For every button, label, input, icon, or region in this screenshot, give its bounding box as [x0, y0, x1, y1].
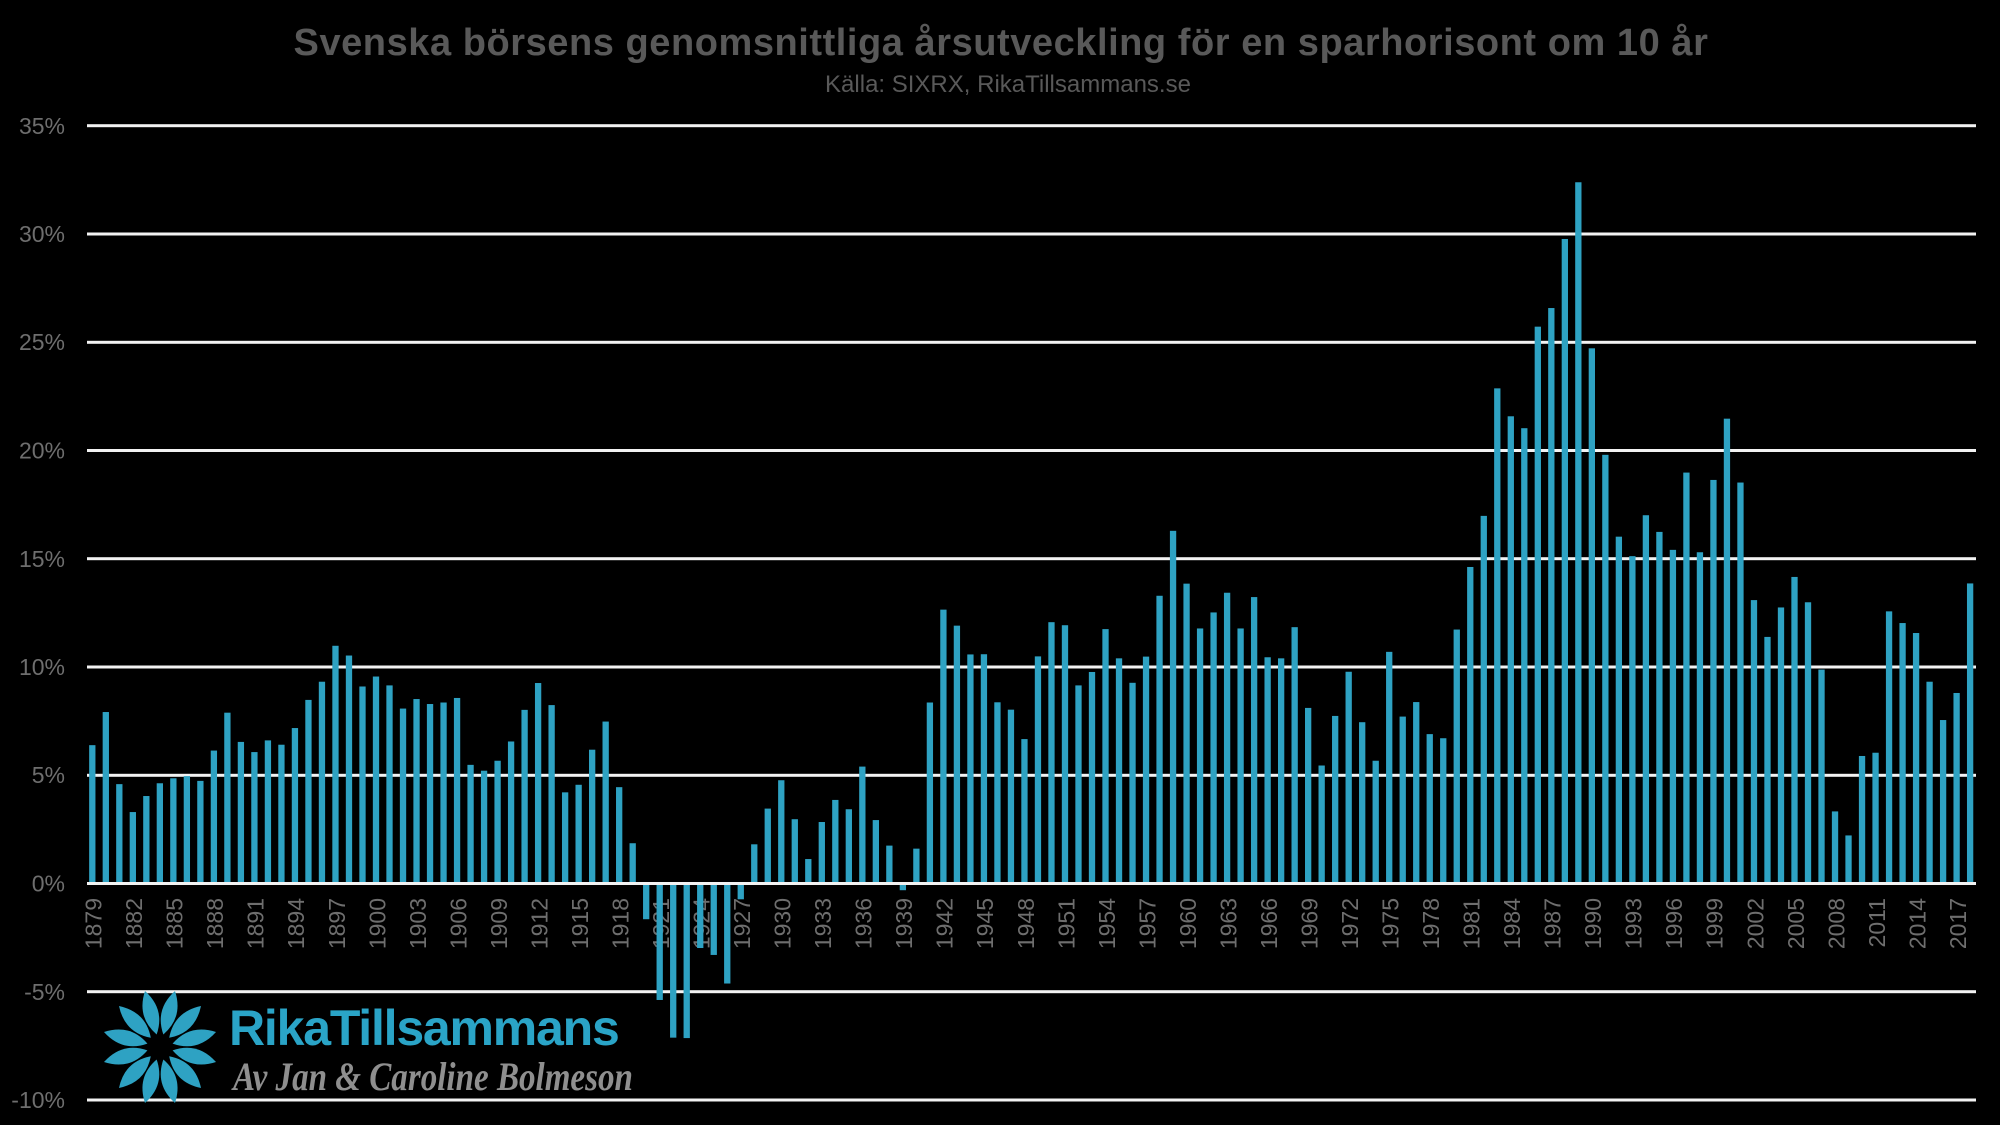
svg-text:1900: 1900 [364, 898, 390, 949]
svg-text:1981: 1981 [1459, 898, 1485, 949]
svg-text:1879: 1879 [81, 898, 107, 949]
svg-text:2017: 2017 [1945, 898, 1971, 949]
svg-text:1993: 1993 [1621, 898, 1647, 949]
svg-text:1918: 1918 [608, 898, 634, 949]
svg-text:1978: 1978 [1418, 898, 1444, 949]
svg-text:1942: 1942 [932, 898, 958, 949]
svg-text:1888: 1888 [202, 898, 228, 949]
svg-text:5%: 5% [32, 762, 65, 788]
svg-text:1906: 1906 [445, 898, 471, 949]
svg-text:1894: 1894 [283, 898, 309, 949]
svg-text:1930: 1930 [770, 898, 796, 949]
svg-text:1957: 1957 [1134, 898, 1160, 949]
svg-text:1984: 1984 [1499, 898, 1525, 949]
svg-text:1975: 1975 [1378, 898, 1404, 949]
svg-text:1951: 1951 [1053, 898, 1079, 949]
svg-text:1882: 1882 [121, 898, 147, 949]
svg-text:1933: 1933 [810, 898, 836, 949]
svg-text:1945: 1945 [972, 898, 998, 949]
svg-text:Av Jan & Caroline Bolmeson: Av Jan & Caroline Bolmeson [231, 1054, 633, 1099]
svg-text:Källa: SIXRX, RikaTillsammans.: Källa: SIXRX, RikaTillsammans.se [825, 71, 1191, 98]
svg-text:0%: 0% [32, 871, 65, 897]
svg-text:1909: 1909 [486, 898, 512, 949]
svg-text:1966: 1966 [1256, 898, 1282, 949]
svg-text:2005: 2005 [1783, 898, 1809, 949]
svg-text:20%: 20% [19, 438, 65, 464]
svg-text:35%: 35% [19, 113, 65, 139]
svg-text:1963: 1963 [1215, 898, 1241, 949]
svg-text:2002: 2002 [1742, 898, 1768, 949]
svg-text:30%: 30% [19, 221, 65, 247]
svg-text:1939: 1939 [891, 898, 917, 949]
svg-text:1903: 1903 [405, 898, 431, 949]
svg-text:1936: 1936 [851, 898, 877, 949]
svg-text:1915: 1915 [567, 898, 593, 949]
svg-text:1969: 1969 [1297, 898, 1323, 949]
svg-text:1987: 1987 [1540, 898, 1566, 949]
svg-text:1954: 1954 [1094, 898, 1120, 949]
svg-text:1972: 1972 [1337, 898, 1363, 949]
svg-text:RikaTillsammans: RikaTillsammans [229, 1000, 619, 1056]
svg-text:1960: 1960 [1175, 898, 1201, 949]
svg-text:1897: 1897 [324, 898, 350, 949]
svg-text:1948: 1948 [1013, 898, 1039, 949]
svg-text:Svenska börsens genomsnittliga: Svenska börsens genomsnittliga årsutveck… [294, 22, 1709, 64]
svg-text:-10%: -10% [11, 1087, 65, 1113]
svg-text:1885: 1885 [162, 898, 188, 949]
svg-text:1990: 1990 [1580, 898, 1606, 949]
svg-text:25%: 25% [19, 329, 65, 355]
svg-text:2008: 2008 [1823, 898, 1849, 949]
svg-text:2011: 2011 [1864, 898, 1890, 947]
svg-text:1927: 1927 [729, 898, 755, 949]
svg-text:2014: 2014 [1904, 898, 1930, 949]
svg-text:1912: 1912 [526, 898, 552, 949]
svg-text:15%: 15% [19, 546, 65, 572]
svg-text:-5%: -5% [24, 979, 65, 1005]
svg-text:1891: 1891 [243, 898, 269, 949]
svg-text:1996: 1996 [1661, 898, 1687, 949]
svg-text:1999: 1999 [1702, 898, 1728, 949]
svg-text:10%: 10% [19, 654, 65, 680]
